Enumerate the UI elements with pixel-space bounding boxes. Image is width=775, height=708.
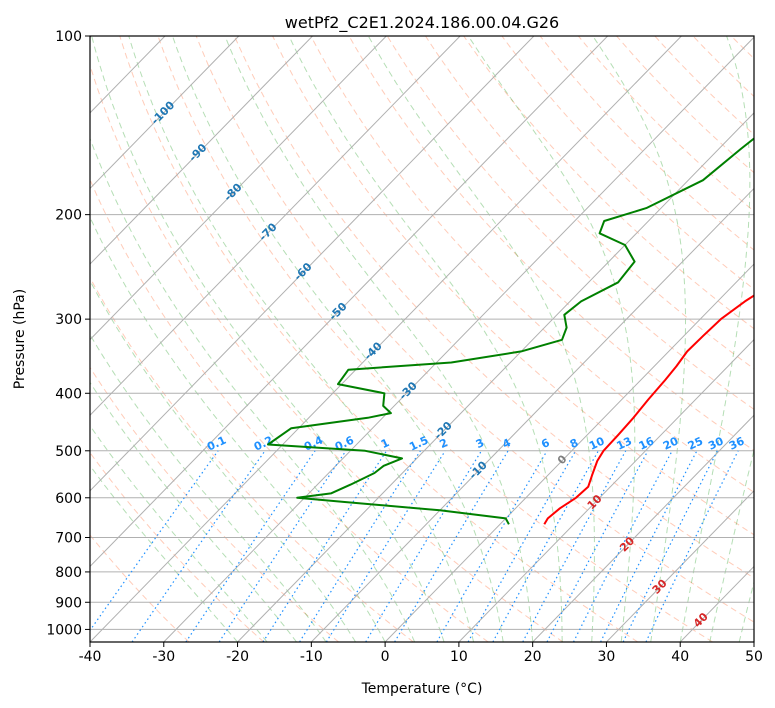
x-tick-label: 20 xyxy=(524,649,542,665)
y-tick-label: 200 xyxy=(55,208,82,224)
moist-adiabat xyxy=(90,279,357,642)
isotherm-line xyxy=(606,490,754,642)
mixing-ratio-line xyxy=(622,450,718,642)
x-tick-label: 0 xyxy=(381,649,390,665)
x-tick-label: -10 xyxy=(300,649,323,665)
dry-adiabat xyxy=(90,63,564,642)
x-tick-label: -20 xyxy=(226,649,249,665)
y-tick-label: 300 xyxy=(55,312,82,328)
sounding-series xyxy=(267,137,754,525)
dewpoint-line xyxy=(267,137,754,525)
moist-adiabat xyxy=(592,36,686,642)
y-axis-label: Pressure (hPa) xyxy=(12,289,28,389)
isotherm-line xyxy=(90,36,682,642)
dry-adiabat xyxy=(425,36,754,370)
moist-adiabat xyxy=(90,464,238,642)
y-tick-label: 500 xyxy=(55,444,82,460)
y-tick-label: 1000 xyxy=(46,622,82,638)
x-tick-label: 50 xyxy=(745,649,763,665)
mixing-ratio-line xyxy=(185,450,316,642)
y-tick-label: 900 xyxy=(55,595,82,611)
mixing-ratio-label: 10 xyxy=(587,434,607,452)
temperature-line xyxy=(543,294,754,525)
moist-adiabat xyxy=(709,448,754,642)
isotherm-line xyxy=(90,36,387,341)
y-tick-label: 600 xyxy=(55,491,82,507)
isotherm-line xyxy=(532,414,754,642)
isotherm-line xyxy=(90,36,609,568)
moist-adiabat xyxy=(172,36,504,642)
isotherm-line xyxy=(384,263,754,642)
grid-lines xyxy=(90,36,754,642)
moist-adiabat xyxy=(288,36,563,642)
moist-adiabat xyxy=(128,36,475,642)
moist-adiabat xyxy=(224,36,534,642)
mixing-ratio-line xyxy=(131,450,266,642)
dry-adiabat xyxy=(616,36,754,174)
dry-adiabat xyxy=(119,36,639,642)
mixing-ratio-label: 30 xyxy=(706,434,726,452)
plot-contents: 0.1 0.2 0.4 0.6 1 1.5 2 3 4 6 8 10 13 16 20 25 30 36 -100… xyxy=(90,36,754,642)
y-tick-label: 700 xyxy=(55,531,82,547)
y-tick-label: 400 xyxy=(55,386,82,402)
moist-adiabat xyxy=(367,36,595,642)
isotherm-line xyxy=(458,338,754,642)
y-axis: 100 200 300 400 500 600 700 800 900 1000 xyxy=(46,29,90,638)
x-tick-label: -30 xyxy=(152,649,175,665)
moist-adiabat xyxy=(679,36,751,642)
dry-adiabat xyxy=(157,36,713,642)
mixing-ratio-line xyxy=(299,450,421,642)
dry-adiabat xyxy=(233,36,754,579)
mixing-ratio-label: 13 xyxy=(615,434,634,452)
mixing-ratio-line xyxy=(262,450,388,642)
moist-adiabat xyxy=(90,137,416,642)
isotherm-line xyxy=(90,36,535,492)
mixing-ratio-label: 25 xyxy=(686,434,705,452)
mixing-ratio-line xyxy=(365,450,483,642)
mixing-ratio-label: 16 xyxy=(637,434,657,452)
isotherm-line xyxy=(163,36,754,642)
moist-adiabat xyxy=(738,580,754,642)
x-axis: -40 -30 -20 -10 0 10 20 30 40 50 xyxy=(79,642,763,665)
mixing-ratio-line xyxy=(325,450,446,642)
mixing-ratio-line xyxy=(90,450,219,632)
mixing-ratio-line xyxy=(436,450,548,642)
dry-adiabat xyxy=(90,451,265,642)
dry-adiabat xyxy=(272,36,754,536)
x-tick-label: 10 xyxy=(450,649,468,665)
mixing-ratio-line xyxy=(645,450,739,642)
y-tick-label: 800 xyxy=(55,565,82,581)
plot-area xyxy=(90,36,754,642)
y-tick-label: 100 xyxy=(55,29,82,45)
mixing-ratio-line xyxy=(394,450,509,642)
moist-adiabat xyxy=(91,36,445,642)
mixing-ratio-label: 36 xyxy=(727,434,747,452)
plot-frame xyxy=(89,35,755,643)
x-tick-label: 40 xyxy=(671,649,689,665)
isotherm-line xyxy=(90,36,313,265)
x-tick-label: -40 xyxy=(79,649,102,665)
mixing-ratio-line xyxy=(546,450,649,642)
x-tick-label: 30 xyxy=(598,649,616,665)
dry-adiabat xyxy=(195,36,754,623)
dry-adiabat xyxy=(90,276,414,642)
dry-adiabat xyxy=(501,36,754,290)
isotherm-line xyxy=(237,112,754,642)
mixing-ratio-line xyxy=(522,450,627,642)
dry-adiabat xyxy=(310,36,754,493)
chart-title: wetPf2_C2E1.2024.186.00.04.G26 xyxy=(285,13,559,33)
mixing-ratio-label: 20 xyxy=(661,434,681,452)
dry-adiabat xyxy=(90,178,489,642)
isotherm-line xyxy=(310,187,754,642)
isotherm-line xyxy=(90,36,461,416)
moist-adiabat xyxy=(467,36,636,642)
isotherm-line xyxy=(90,36,240,190)
mixing-ratio-line xyxy=(218,450,347,642)
dry-adiabat xyxy=(386,36,754,410)
x-axis-label: Temperature (°C) xyxy=(361,681,483,697)
